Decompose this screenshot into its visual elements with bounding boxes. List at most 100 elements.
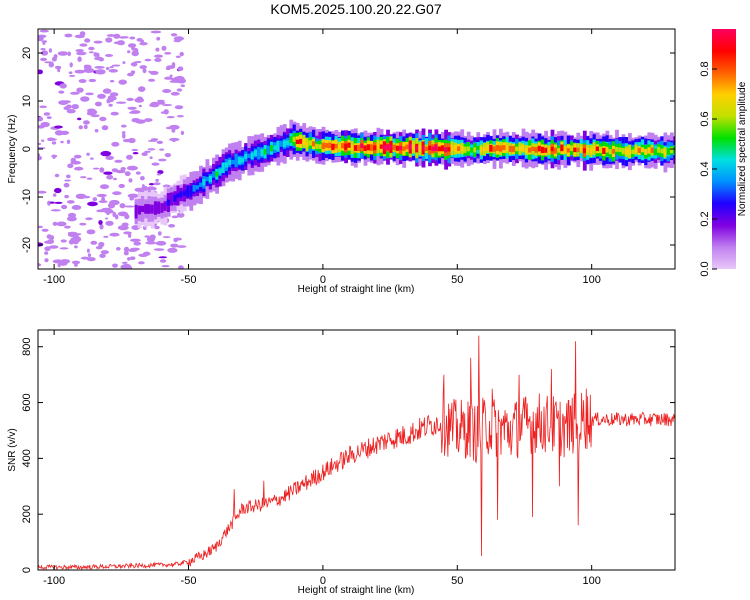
ridge-cell [534,147,539,153]
noise-speck [38,225,43,229]
noise-speck [161,265,170,268]
noise-speck [132,152,139,155]
spectrogram-x-axis: -100 -50 0 50 100 [43,29,601,286]
noise-speck [114,159,123,163]
noise-speck [153,182,161,186]
ridge-cell [521,145,526,151]
x-tick-label: 50 [451,575,463,587]
noise-speck [97,93,106,99]
ridge-cell [134,208,139,215]
noise-speck [153,248,165,251]
ridge-cell [547,147,552,153]
noise-speck [166,116,175,119]
noise-speck [80,176,87,179]
noise-speck [93,40,103,44]
ridge-cell [392,144,397,150]
ridge-cell [221,165,226,171]
ridge-cell [173,194,178,202]
ridge-cell [244,154,248,159]
noise-speck [86,177,93,180]
noise-speck [136,96,143,101]
ridge-cell [376,143,381,150]
noise-speck [144,58,152,62]
colorbar-tick-label: 0.0 [699,261,711,276]
ridge-cell [228,159,232,165]
ridge-cell [266,147,271,153]
noise-speck [155,240,167,246]
ridge-cell [157,204,161,211]
ridge-cell [657,146,661,153]
noise-speck [83,120,90,125]
noise-speck [150,138,159,141]
ridge-cell [557,148,561,153]
ridge-cell [640,147,645,153]
noise-speck [94,129,99,133]
noise-speck [106,174,114,180]
noise-speck [124,171,131,177]
ridge-cell [231,159,236,165]
noise-speck [105,37,113,43]
noise-speck [176,88,183,92]
noise-speck [60,239,67,243]
ridge-cell [611,149,616,154]
ridge-cell [673,146,675,154]
ridge-cell [218,168,223,175]
noise-speck [111,141,120,147]
ridge-cell [624,148,629,155]
noise-speck [134,61,142,63]
ridge-cell [560,144,565,152]
noise-speck [101,196,105,202]
ridge-cell [279,140,284,147]
noise-speck [149,156,153,159]
noise-speck [173,76,183,81]
ridge-cell [179,191,184,198]
ridge-cell [308,140,313,146]
noise-speck [87,253,91,258]
ridge-cell [621,148,626,155]
noise-speck [68,74,76,77]
noise-speck [170,33,178,37]
ridge-cell [386,144,390,151]
ridge-cell [666,148,671,155]
noise-speck [71,260,81,265]
noise-speck [127,257,131,261]
ridge-cell [524,147,529,153]
noise-speck [54,130,64,136]
noise-speck [113,33,121,39]
noise-speck [85,92,94,96]
noise-speck [134,187,144,192]
ridge-cell [337,144,342,150]
ridge-cell [389,144,394,150]
spectrogram-noise [38,29,187,269]
noise-speck [109,92,119,97]
noise-speck [63,182,70,188]
ridge-cell [166,199,171,206]
noise-speck [46,234,52,239]
noise-speck [79,43,88,47]
ridge-cell [144,206,148,212]
ridge-cell [602,147,606,154]
ridge-cell [224,162,229,168]
x-tick-label: -100 [43,274,65,286]
noise-speck [49,138,57,141]
noise-speck [145,241,157,245]
noise-speck [52,154,56,159]
noise-speck [155,178,159,182]
ridge-cell [141,205,145,212]
noise-speck [88,78,97,83]
noise-speck [40,50,49,56]
noise-speck [60,140,64,144]
spectrogram-y-label: Frequency (Hz) [7,115,18,184]
noise-speck [40,57,48,62]
noise-speck [128,178,133,183]
noise-speck [115,101,127,104]
ridge-cell [289,136,294,143]
noise-speck [133,241,141,246]
noise-speck [122,138,133,143]
noise-speck [149,104,156,107]
ridge-cell [415,145,419,151]
noise-speck [98,220,103,225]
ridge-cell [202,179,207,186]
noise-speck [162,89,172,93]
noise-speck [164,76,173,80]
